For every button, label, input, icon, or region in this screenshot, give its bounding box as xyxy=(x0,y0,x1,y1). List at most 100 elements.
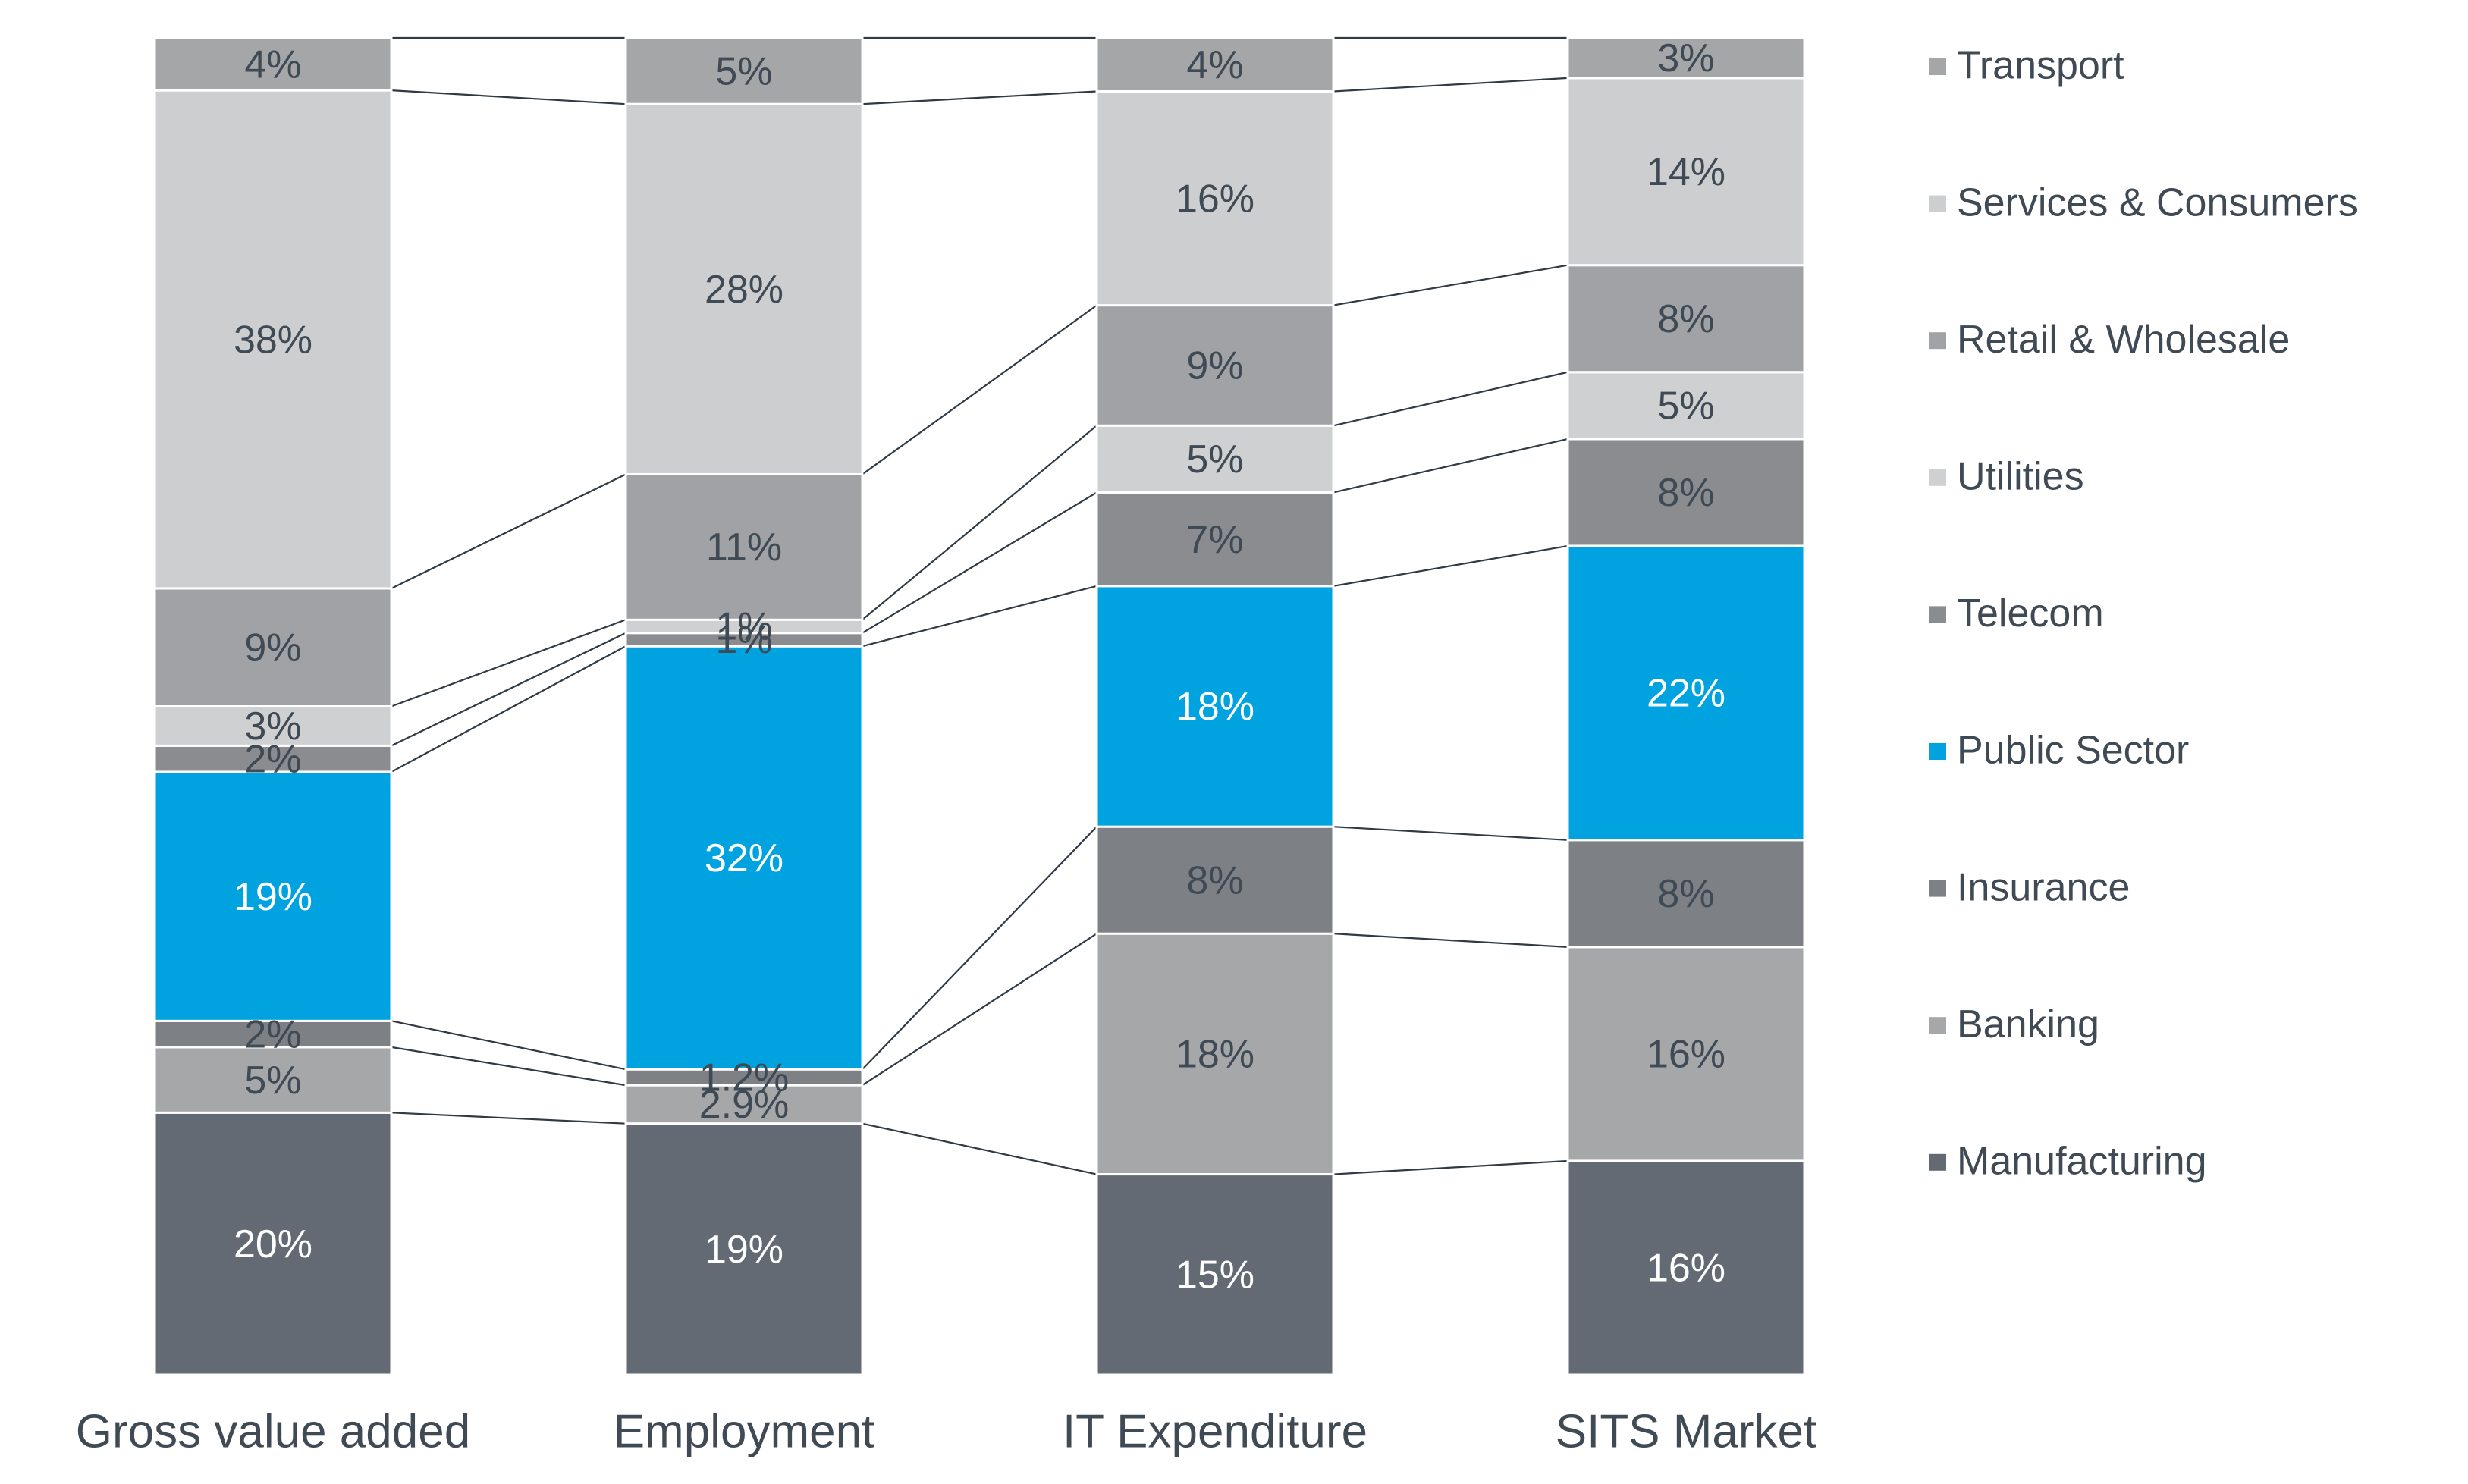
connector xyxy=(862,304,1097,475)
legend-label: Utilities xyxy=(1957,455,2084,499)
bar-segment xyxy=(624,472,864,621)
data-label: 2% xyxy=(244,737,301,781)
bar-segment xyxy=(1566,438,1806,547)
legend-swatch xyxy=(1929,195,1946,212)
bar-segment xyxy=(1095,1173,1335,1376)
legend-label: Banking xyxy=(1957,1002,2099,1046)
bar-segment xyxy=(1095,825,1335,935)
bar-segment xyxy=(153,1046,393,1114)
data-label: 7% xyxy=(1186,518,1243,562)
x-tick-label: Employment xyxy=(614,1405,875,1457)
bar-segment xyxy=(1095,932,1335,1176)
connector xyxy=(391,473,626,589)
connector xyxy=(391,89,626,105)
legend-swatch xyxy=(1929,1017,1946,1034)
bar-segment xyxy=(1095,304,1335,427)
data-label: 19% xyxy=(234,875,312,919)
bar-segment xyxy=(1566,946,1806,1162)
data-label: 5% xyxy=(1657,384,1714,428)
bar-segment xyxy=(624,102,864,475)
bar-segment xyxy=(1095,36,1335,93)
bar-segment xyxy=(153,770,393,1022)
data-label: 16% xyxy=(1647,1247,1725,1291)
bar-segment xyxy=(153,587,393,707)
legend-label: Services & Consumers xyxy=(1957,180,2358,224)
legend-swatch xyxy=(1929,332,1946,350)
connector xyxy=(862,585,1097,648)
connector xyxy=(391,1020,626,1071)
bar-segment xyxy=(1095,585,1335,828)
connector xyxy=(391,632,626,747)
connector xyxy=(391,1046,626,1087)
data-label: 1% xyxy=(715,605,772,649)
legend-label: Manufacturing xyxy=(1957,1140,2207,1184)
bar-segment xyxy=(1566,77,1806,267)
data-label: 5% xyxy=(715,49,772,93)
bar-segment xyxy=(153,89,393,590)
data-label: 3% xyxy=(244,704,301,748)
connector xyxy=(1333,544,1568,587)
data-label: 5% xyxy=(1186,438,1243,482)
connector xyxy=(391,645,626,773)
x-tick-label: SITS Market xyxy=(1556,1405,1817,1457)
connector xyxy=(1333,933,1568,948)
data-label: 11% xyxy=(706,526,782,569)
data-label: 15% xyxy=(1176,1253,1254,1297)
data-label: 2.9% xyxy=(699,1083,790,1127)
connector xyxy=(862,491,1097,634)
data-label: 1.2% xyxy=(699,1056,790,1100)
legend-swatch xyxy=(1929,469,1946,486)
connector xyxy=(1333,438,1568,494)
connector xyxy=(862,425,1097,621)
connector xyxy=(862,826,1097,1070)
legend-label: Transport xyxy=(1957,44,2124,88)
data-label: 8% xyxy=(1657,872,1714,916)
bar-segment xyxy=(624,36,864,105)
data-label: 8% xyxy=(1186,858,1243,902)
data-label: 4% xyxy=(244,42,301,86)
data-label: 2% xyxy=(244,1012,301,1056)
legend-label: Retail & Wholesale xyxy=(1957,318,2290,362)
bar-segment xyxy=(1095,491,1335,588)
data-label: 16% xyxy=(1176,177,1254,221)
legend-swatch xyxy=(1929,880,1946,897)
bar-segment xyxy=(624,1084,864,1125)
bar-segment xyxy=(1566,264,1806,374)
data-label: 19% xyxy=(705,1228,783,1272)
bar-segment xyxy=(1095,90,1335,307)
legend-swatch xyxy=(1929,1153,1946,1171)
data-label: 28% xyxy=(705,268,783,312)
legend-label: Public Sector xyxy=(1957,729,2189,773)
bar-segment xyxy=(1566,1159,1806,1376)
connector xyxy=(391,1112,626,1125)
data-label: 22% xyxy=(1647,672,1725,716)
legend-swatch xyxy=(1929,58,1946,75)
bar-segment xyxy=(1566,371,1806,441)
connector xyxy=(1333,264,1568,306)
data-label: 14% xyxy=(1647,150,1725,194)
legend-swatch xyxy=(1929,743,1946,760)
bar-segment xyxy=(153,705,393,747)
bar-segment xyxy=(1566,36,1806,80)
bar-segment xyxy=(153,36,393,92)
legend-swatch xyxy=(1929,606,1946,623)
x-tick-label: IT Expenditure xyxy=(1063,1405,1367,1457)
connector xyxy=(862,90,1097,105)
data-label: 8% xyxy=(1657,297,1714,341)
data-label: 18% xyxy=(1176,685,1254,729)
bar-segment xyxy=(153,1019,393,1049)
data-label: 3% xyxy=(1657,36,1714,80)
x-tick-label: Gross value added xyxy=(76,1405,470,1457)
data-label: 20% xyxy=(234,1222,312,1266)
data-label: 9% xyxy=(244,626,301,670)
bar-segment xyxy=(153,1111,393,1376)
data-label: 9% xyxy=(1186,344,1243,388)
bar-segment xyxy=(1566,544,1806,842)
data-label: 32% xyxy=(705,836,783,880)
connector xyxy=(1333,371,1568,427)
connector xyxy=(862,1122,1097,1175)
data-label: 8% xyxy=(1657,471,1714,515)
connector xyxy=(1333,826,1568,841)
connector xyxy=(862,933,1097,1087)
